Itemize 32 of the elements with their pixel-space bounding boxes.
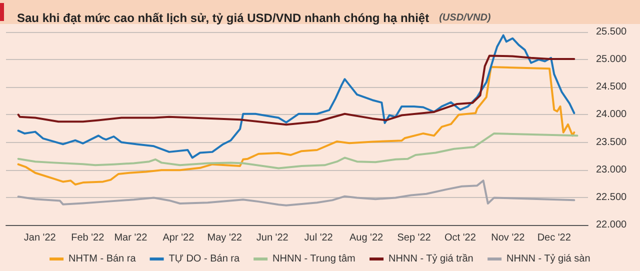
legend-label: TỰ DO - Bán ra [168, 254, 240, 264]
y-tick-label: 22.000 [596, 220, 628, 230]
y-tick-label: 22.500 [596, 192, 628, 203]
line-series [17, 66, 576, 186]
chart-title: Sau khi đạt mức cao nhất lịch sử, tỷ giá USD/VND nhanh chóng hạ nhiệt [17, 11, 430, 25]
line-series [17, 54, 576, 126]
y-tick-label: 25.500 [596, 26, 628, 38]
x-tick-label: Jul '22 [304, 232, 334, 244]
legend-label: NHNN - Trung tâm [272, 254, 356, 264]
chart-subtitle: (USD/VND) [439, 12, 492, 24]
legend-label: NHNN - Tỷ giá trần [388, 254, 474, 264]
x-tick-label: Jan '22 [24, 232, 56, 244]
x-tick-label: Feb '22 [71, 232, 105, 244]
y-tick-label: 23.000 [596, 164, 628, 176]
legend-label: NHNN - Tỷ giá sàn [506, 254, 590, 264]
x-tick-label: Sep '22 [397, 232, 432, 244]
x-tick-label: Jun '22 [256, 232, 289, 244]
y-tick-label: 23.500 [596, 136, 628, 148]
y-tick-label: 24.500 [596, 82, 628, 93]
x-tick-label: Apr '22 [162, 232, 195, 244]
line-series [17, 34, 576, 159]
x-tick-label: Nov '22 [491, 232, 526, 244]
x-tick-label: Dec '22 [537, 232, 572, 244]
y-tick-label: 24.000 [596, 109, 628, 120]
x-tick-label: Mar '22 [114, 232, 148, 244]
legend-label: NHTM - Bán ra [68, 254, 136, 264]
y-tick-label: 25.000 [596, 54, 628, 66]
line-series [17, 132, 578, 170]
x-tick-label: May '22 [207, 232, 242, 244]
line-series [17, 180, 576, 206]
x-tick-label: Oct '22 [444, 232, 476, 244]
x-tick-label: Aug '22 [349, 232, 384, 244]
